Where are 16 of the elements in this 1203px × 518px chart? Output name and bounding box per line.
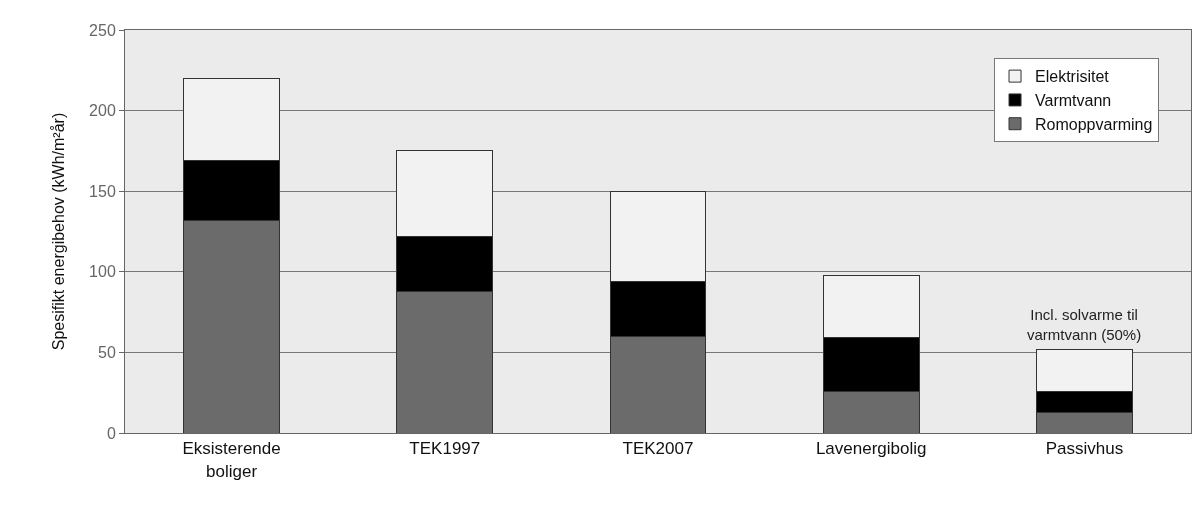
y-tick-label: 250 <box>89 21 116 39</box>
x-tick-label: Lavenergibolig <box>815 439 927 459</box>
x-tick-label: TEK2007 <box>622 439 694 459</box>
legend-label: Romoppvarming <box>1035 115 1153 133</box>
x-tick-label: TEK1997 <box>409 439 481 459</box>
legend-label: Elektrisitet <box>1035 68 1110 86</box>
x-tick-label: Passivhus <box>1045 439 1124 459</box>
annotation: Incl. solvarme til varmtvann (50%) <box>1027 306 1142 343</box>
y-tick-label: 50 <box>98 344 116 361</box>
x-tick-label: Eksisterende boliger <box>182 439 281 481</box>
y-tick-label: 150 <box>89 182 116 200</box>
y-tick-label: 0 <box>106 424 116 442</box>
legend-label: Varmtvann <box>1035 92 1112 110</box>
y-axis-title: Spesifikt energibehov (kWh/m²år) <box>50 112 67 351</box>
y-tick-label: 100 <box>89 263 116 281</box>
y-tick-label: 200 <box>89 102 116 120</box>
